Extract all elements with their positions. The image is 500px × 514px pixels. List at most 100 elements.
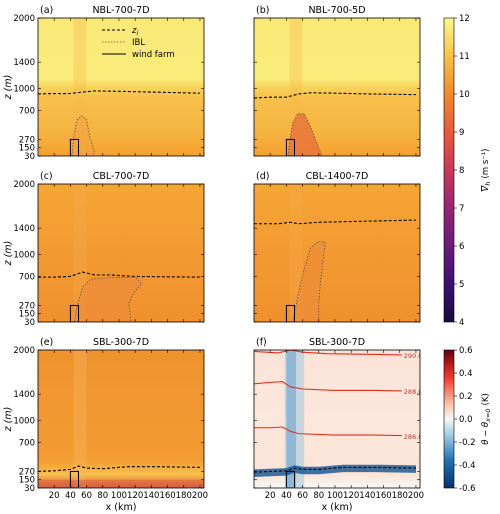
- x-tick-label: 20: [265, 491, 276, 501]
- panel-frame: [253, 17, 421, 157]
- panel-b: (b) NBL-700-5D: [253, 5, 421, 157]
- x-tick-label: 40: [65, 491, 76, 501]
- panel-label: (c): [40, 171, 53, 182]
- x-tick-label: 20: [49, 491, 60, 501]
- panel-label: (f): [256, 337, 267, 348]
- colorbar-tick-label: -0.4: [459, 461, 476, 471]
- zi-line: [38, 271, 200, 278]
- y-tick-label: 1000: [13, 416, 35, 426]
- y-tick-label: 270: [19, 301, 35, 311]
- colorbar-speed-label: Vh(m s⁻¹): [481, 149, 492, 192]
- isotherm-label: 290.0 K: [404, 352, 430, 360]
- panel-label: (a): [40, 5, 53, 16]
- x-tick-label: 40: [281, 491, 292, 501]
- wind-farm-box: [69, 304, 79, 322]
- wake-streak: [289, 184, 303, 322]
- legend-label-ibl: IBL: [132, 38, 145, 48]
- heatmap-field: [38, 350, 204, 488]
- x-tick-label: 140: [359, 491, 375, 501]
- colorbar-theta-ramp: [443, 349, 455, 489]
- panel-title: SBL-300-7D: [309, 337, 365, 348]
- panel-frame: [37, 183, 205, 323]
- y-tick-label: 150: [19, 310, 35, 320]
- panel-title: CBL-1400-7D: [306, 171, 369, 182]
- colorbar-tick-label: 12: [459, 14, 470, 24]
- y-tick-label: 30: [24, 318, 35, 328]
- ibl-contour: [292, 240, 326, 322]
- x-tick-label: 60: [81, 491, 92, 501]
- x-axis-label: x (km): [106, 502, 137, 513]
- colorbar-tick-label: -0.6: [459, 484, 476, 494]
- panel-content: [254, 184, 416, 322]
- panel-title: SBL-300-7D: [93, 337, 149, 348]
- x-tick-label: 200: [192, 491, 208, 501]
- y-tick-label: 30: [24, 484, 35, 494]
- zi-line: [254, 219, 416, 225]
- colorbar-tick-label: 6: [459, 242, 464, 252]
- heatmap-field: [254, 18, 420, 156]
- colorbar-speed-ramp: [443, 17, 455, 323]
- isotherm-label-bg: [401, 351, 420, 361]
- panel-content: [38, 184, 200, 322]
- y-tick-label: 150: [19, 144, 35, 154]
- zi-line: [38, 465, 200, 472]
- y-tick-label: 2000: [13, 14, 35, 24]
- colorbar-tick-label: 5: [459, 280, 464, 290]
- wake-cooling-core: [286, 350, 297, 488]
- x-tick-label: 80: [97, 491, 108, 501]
- wind-farm-box: [285, 470, 295, 488]
- ibl-fill: [288, 113, 323, 156]
- y-tick-label: 270: [19, 135, 35, 145]
- panel-frame: [253, 349, 421, 489]
- wind-farm-box: [69, 138, 79, 156]
- heatmap-field: [38, 18, 204, 156]
- y-tick-label: 700: [19, 272, 35, 282]
- colorbar-theta: 0.6 0.4 0.2 0.0 -0.2 -0.4 -0.6 θ − θx=0(K): [443, 346, 492, 494]
- wake-streak: [73, 350, 87, 488]
- zi-line: [254, 92, 416, 99]
- colorbar-tick-label: 0.6: [459, 346, 473, 356]
- panel-title: NBL-700-5D: [308, 5, 365, 16]
- x-tick-label: 120: [127, 491, 143, 501]
- y-tick-label: 2000: [13, 346, 35, 356]
- y-tick-label: 700: [19, 106, 35, 116]
- ibl-contour: [71, 115, 96, 156]
- x-tick-label: 160: [375, 491, 391, 501]
- y-tick-label: 1400: [13, 390, 35, 400]
- colorbar-speed: 4 5 6 7 8 9 10 11 12 Vh(m s⁻¹): [443, 14, 492, 328]
- zi-line: [254, 466, 416, 473]
- y-tick-label: 30: [24, 152, 35, 162]
- colorbar-tick-label: 8: [459, 166, 464, 176]
- wind-farm-box: [285, 138, 295, 156]
- ibl-fill: [292, 241, 326, 322]
- stable-surface-layer: [38, 479, 204, 488]
- colorbar-theta-label: θ − θx=0(K): [481, 393, 492, 445]
- y-axis-label: z (m): [3, 407, 14, 433]
- panel-content: [38, 350, 204, 488]
- isotherm-line: [254, 381, 416, 392]
- ibl-contour: [287, 113, 323, 156]
- y-tick-label: 270: [19, 467, 35, 477]
- x-tick-label: 160: [159, 491, 175, 501]
- legend-label-zi: zi: [131, 26, 138, 37]
- ibl-fill: [72, 115, 95, 156]
- x-tick-label: 180: [392, 491, 408, 501]
- panel-d: (d) CBL-1400-7D: [253, 171, 421, 323]
- colorbar-tick-label: 0.4: [459, 369, 473, 379]
- y-tick-label: 2000: [13, 180, 35, 190]
- colorbar-tick-label: 0.0: [459, 415, 473, 425]
- x-tick-label: 200: [408, 491, 424, 501]
- y-tick-label: 1000: [13, 250, 35, 260]
- x-tick-label: 100: [327, 491, 343, 501]
- y-tick-label: 700: [19, 438, 35, 448]
- x-tick-label: 60: [297, 491, 308, 501]
- wind-farm-box: [69, 470, 79, 488]
- x-tick-label: 140: [143, 491, 159, 501]
- panel-content: 290.0 K 288.0 K 286.0 K: [254, 350, 430, 488]
- colorbar-tick-label: 9: [459, 128, 464, 138]
- isotherm-label: 288.0 K: [404, 388, 430, 396]
